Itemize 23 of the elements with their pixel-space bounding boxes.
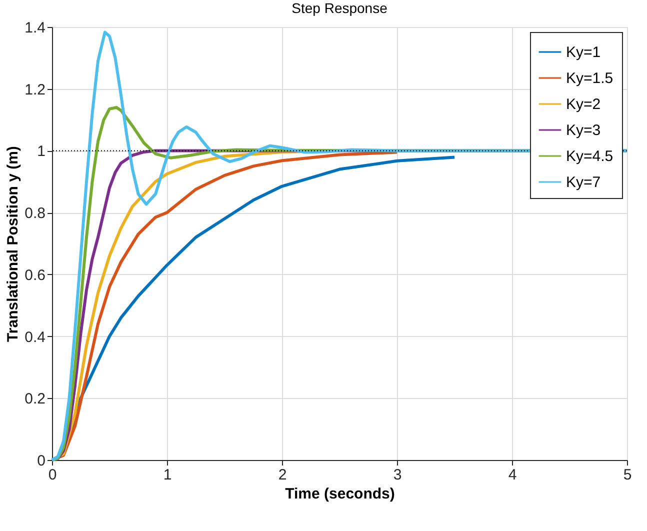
y-tick-label: 1.2 — [24, 81, 46, 98]
legend-label: Ky=3 — [566, 122, 601, 139]
chart-title: Step Response — [292, 0, 388, 16]
y-tick-label: 0.6 — [24, 266, 46, 284]
y-axis-title: Translational Position y (m) — [4, 146, 22, 342]
legend-label: Ky=1.5 — [566, 70, 614, 87]
x-tick-label: 0 — [48, 466, 57, 484]
legend-label: Ky=4.5 — [566, 148, 614, 165]
legend-label: Ky=7 — [566, 174, 601, 191]
x-tick-label: 3 — [393, 466, 402, 484]
x-tick-label: 5 — [623, 466, 632, 484]
x-tick-label: 1 — [163, 466, 172, 484]
legend-label: Ky=2 — [566, 96, 601, 113]
y-tick-label: 1 — [37, 143, 46, 160]
legend-label: Ky=1 — [566, 44, 601, 61]
x-axis-title: Time (seconds) — [285, 486, 395, 502]
y-tick-label: 0.4 — [24, 328, 46, 346]
y-tick-label: 0.8 — [24, 205, 46, 222]
y-tick-label: 1.4 — [24, 20, 46, 36]
x-tick-label: 2 — [278, 466, 287, 484]
y-tick-label: 0 — [37, 452, 46, 470]
x-tick-label: 4 — [508, 466, 517, 484]
y-tick-label: 0.2 — [24, 390, 46, 408]
